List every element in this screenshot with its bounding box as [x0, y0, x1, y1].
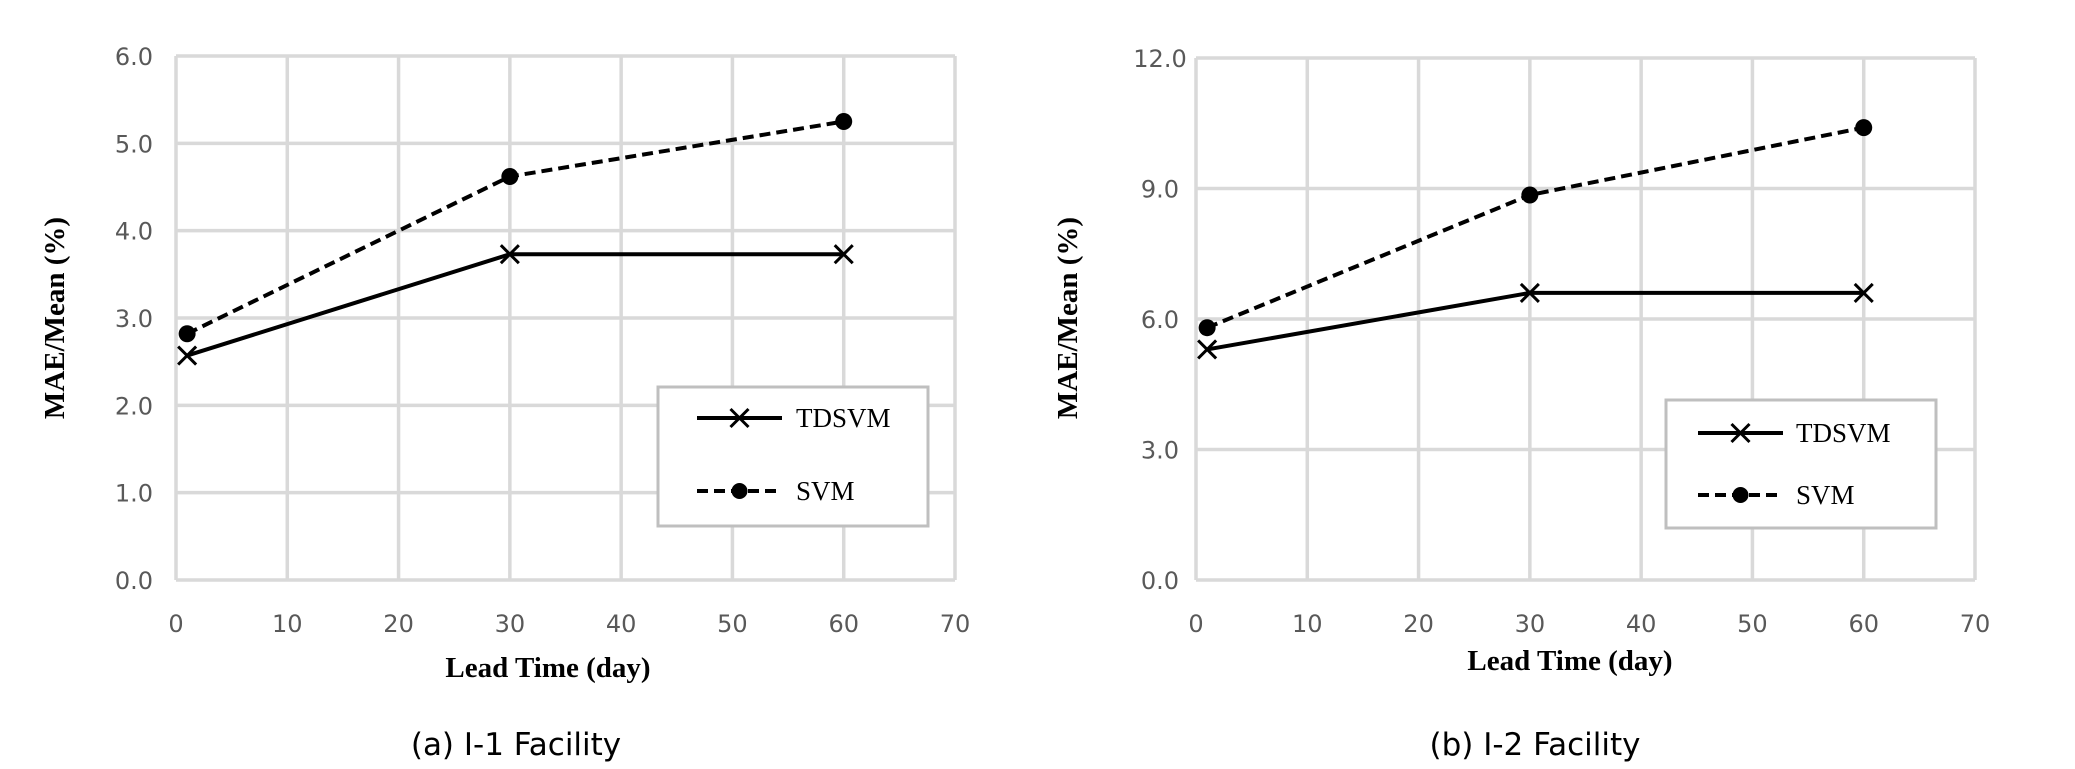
data-point: [1521, 186, 1539, 204]
marker-stroke: [177, 345, 198, 366]
data-point: [1198, 319, 1216, 337]
legend: TDSVM SVM: [1664, 398, 1938, 530]
legend-item-svm: SVM: [1698, 480, 1855, 510]
marker-stroke: [1197, 339, 1218, 360]
chart-2: 0.0 3.0 6.0 9.0 12.0 0 10 20 30 40 50 60 70 Lead Time…: [1052, 45, 1990, 763]
y-tick-label: 1.0: [115, 480, 153, 508]
y-tick-label: 9.0: [1141, 176, 1179, 204]
y-axis-title: MAE/Mean (%): [1052, 217, 1084, 419]
x-tick-label: 0: [168, 610, 183, 638]
y-tick-label: 6.0: [115, 43, 153, 71]
data-point: [499, 244, 520, 265]
data-point: [178, 325, 196, 343]
legend-label: TDSVM: [1796, 418, 1891, 448]
legend-marker: [729, 407, 750, 429]
data-point: [1197, 339, 1218, 360]
legend-item-tdsvm: TDSVM: [697, 403, 891, 433]
x-tick-label: 20: [1403, 610, 1434, 638]
legend-item-tdsvm: TDSVM: [1698, 418, 1891, 448]
x-tick-label: 40: [1626, 610, 1657, 638]
legend-marker: [1732, 487, 1749, 503]
y-tick-label: 3.0: [1141, 437, 1179, 465]
x-tick-label: 60: [1848, 610, 1879, 638]
legend-item-svm: SVM: [697, 476, 855, 506]
legend-box: [656, 385, 930, 528]
y-tick-label: 12.0: [1133, 45, 1186, 73]
chart-caption: (b) I-2 Facility: [1430, 727, 1641, 763]
data-point: [1853, 282, 1874, 303]
x-axis-title: Lead Time (day): [1467, 645, 1672, 677]
y-axis-title: MAE/Mean (%): [39, 217, 71, 419]
legend-marker: [1730, 422, 1751, 444]
y-tick-label: 6.0: [1141, 306, 1179, 334]
x-tick-label: 30: [1515, 610, 1546, 638]
y-tick-label: 3.0: [115, 305, 153, 333]
series-tdsvm: [177, 244, 854, 366]
series-svm: [178, 113, 853, 343]
legend-label: TDSVM: [796, 403, 891, 433]
x-tick-label: 30: [495, 610, 526, 638]
data-point: [177, 345, 198, 366]
y-tick-label: 0.0: [115, 567, 153, 595]
legend: TDSVM SVM: [656, 385, 930, 528]
x-tick-label: 40: [606, 610, 637, 638]
marker-stroke: [1519, 282, 1540, 303]
data-point: [835, 113, 853, 130]
x-tick-label: 50: [717, 610, 748, 638]
legend-label: SVM: [1796, 480, 1855, 510]
legend-label: SVM: [796, 476, 855, 506]
x-tick-label: 10: [272, 610, 303, 638]
gridlines: [1194, 56, 1977, 582]
chart-caption: (a) I-1 Facility: [411, 727, 621, 763]
x-tick-label: 10: [1292, 610, 1323, 638]
x-tick-label: 50: [1737, 610, 1768, 638]
x-tick-label: 20: [383, 610, 414, 638]
x-tick-label: 60: [828, 610, 859, 638]
y-tick-label: 2.0: [115, 392, 153, 420]
series-svm: [1198, 119, 1873, 337]
series-tdsvm: [1197, 282, 1874, 360]
marker-stroke: [833, 244, 854, 265]
chart-1: 0.0 1.0 2.0 3.0 4.0 5.0 6.0 0 10 20 30 40 50 60 70 Lead…: [39, 43, 970, 763]
x-axis-title: Lead Time (day): [445, 652, 650, 684]
data-point: [501, 168, 519, 186]
legend-marker: [731, 483, 748, 499]
marker-stroke: [1853, 282, 1874, 303]
data-point: [1519, 282, 1540, 303]
legend-box: [1664, 398, 1938, 530]
x-tick-label: 0: [1188, 610, 1203, 638]
y-tick-label: 0.0: [1141, 567, 1179, 595]
data-point: [1855, 119, 1873, 137]
x-tick-label: 70: [940, 610, 971, 638]
x-tick-label: 70: [1960, 610, 1991, 638]
data-point: [833, 244, 854, 265]
y-tick-label: 4.0: [115, 218, 153, 246]
y-tick-label: 5.0: [115, 130, 153, 158]
marker-stroke: [499, 244, 520, 265]
